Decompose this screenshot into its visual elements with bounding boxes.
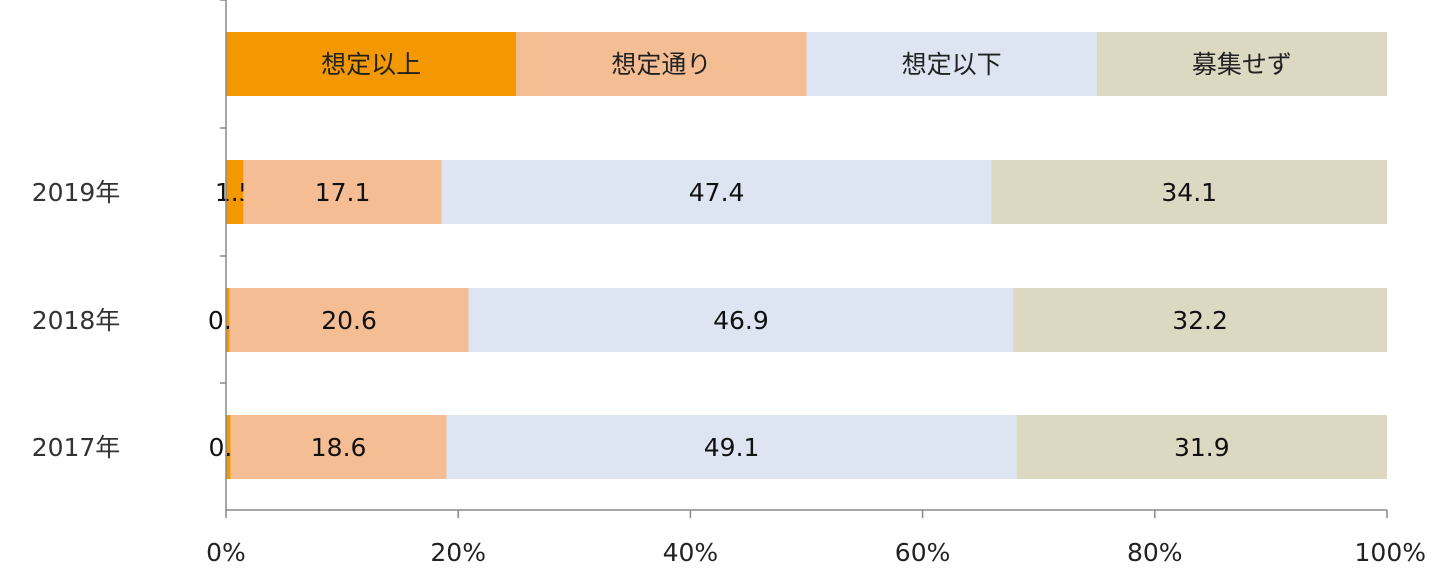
bar-segment — [243, 160, 442, 224]
data-label: 46.9 — [713, 306, 769, 335]
legend-label-1: 想定以上 — [321, 50, 421, 79]
bar-segment — [226, 415, 231, 479]
data-label: 20.6 — [321, 306, 377, 335]
category-label: 2017年 — [32, 433, 121, 462]
axes: 2019年 2018年 2017年 0% 20% 40% 60% 80% 100% — [32, 0, 1426, 567]
bar-segment — [1016, 415, 1387, 479]
legend-swatch-3 — [806, 32, 1097, 96]
bar-segment — [230, 415, 447, 479]
data-label: 32.2 — [1172, 306, 1228, 335]
data-label: 17.1 — [315, 178, 371, 207]
legend-label-3: 想定以下 — [902, 50, 1002, 79]
data-label: 31.9 — [1174, 433, 1230, 462]
data-label: 34.1 — [1161, 178, 1217, 207]
category-label: 2019年 — [32, 178, 121, 207]
x-tick-label: 0% — [206, 538, 246, 567]
bar-segment — [226, 288, 230, 352]
plot-area: 1.5 17.1 47.4 34.10.3 20.6 46.9 32.20.4 18.6 49.… — [208, 160, 1387, 479]
data-label: 47.4 — [689, 178, 745, 207]
legend-swatch-2 — [516, 32, 807, 96]
bar-segment — [468, 288, 1014, 352]
data-label: 49.1 — [704, 433, 760, 462]
x-tick-label: 40% — [663, 538, 719, 567]
legend-label-2: 想定通り — [611, 50, 711, 79]
bar-segment — [226, 160, 244, 224]
bar-segment — [229, 288, 469, 352]
category-label: 2018年 — [32, 306, 121, 335]
bar-segment — [441, 160, 992, 224]
x-tick-label: 100% — [1355, 538, 1426, 567]
x-tick-label: 60% — [895, 538, 951, 567]
bar-segment — [446, 415, 1017, 479]
legend-swatch-4 — [1096, 32, 1387, 96]
legend-swatch-1 — [226, 32, 517, 96]
x-tick-label: 80% — [1127, 538, 1183, 567]
x-tick-label: 20% — [430, 538, 486, 567]
legend-label-4: 募集せず — [1192, 50, 1292, 79]
data-label: 18.6 — [311, 433, 367, 462]
bar-segment — [1013, 288, 1387, 352]
bar-segment — [991, 160, 1387, 224]
legend: 想定以上 想定通り 想定以下 募集せず — [226, 32, 1387, 96]
